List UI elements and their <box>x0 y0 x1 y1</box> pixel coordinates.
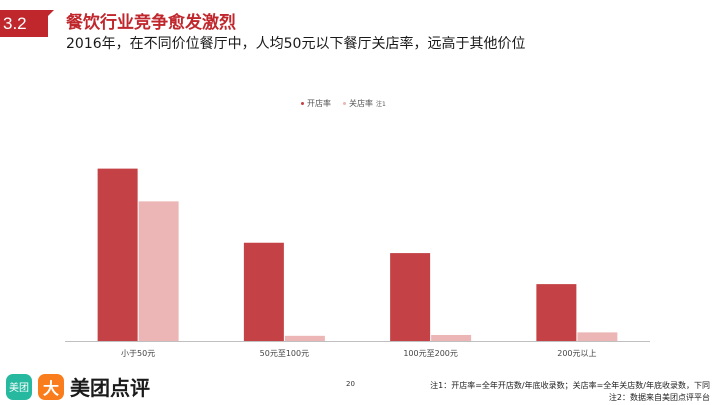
tab-notch <box>48 10 54 16</box>
bar-open-1 <box>243 242 284 341</box>
x-tick-label: 200元以上 <box>557 349 596 358</box>
chart-legend: 开店率 关店率 注1 <box>301 98 386 109</box>
legend-item-open: 开店率 <box>301 98 331 109</box>
bar-open-2 <box>390 253 431 341</box>
page-number: 20 <box>346 380 355 388</box>
dianping-app-icon: 大 <box>38 373 64 400</box>
bar-open-0 <box>97 168 138 341</box>
meituan-app-icon: 美团 <box>6 373 32 400</box>
page-title: 餐饮行业竞争愈发激烈 <box>66 13 236 33</box>
section-number-tab: 3.2 <box>0 10 54 37</box>
brand-logo: 美团 大 美团点评 <box>6 372 150 401</box>
brand-name: 美团点评 <box>70 376 150 400</box>
x-tick-label: 小于50元 <box>121 349 155 358</box>
footnote-1: 注1：开店率=全年开店数/年底收录数；关店率=全年关店数/年底收录数，下同 <box>430 381 710 390</box>
bar-close-0 <box>138 201 179 341</box>
footnotes: 注1：开店率=全年开店数/年底收录数；关店率=全年关店数/年底收录数，下同 注2… <box>430 380 710 404</box>
footnote-2: 注2：数据来自美团点评平台 <box>608 393 710 402</box>
legend-note-ref: 注1 <box>376 101 386 108</box>
x-tick-label: 100元至200元 <box>403 349 458 358</box>
legend-item-close: 关店率 注1 <box>343 98 386 109</box>
page-subtitle: 2016年，在不同价位餐厅中，人均50元以下餐厅关店率，远高于其他价位 <box>66 36 526 52</box>
legend-swatch-close <box>343 102 346 105</box>
bar-close-2 <box>431 334 472 341</box>
legend-swatch-open <box>301 102 304 105</box>
section-number: 3.2 <box>3 14 27 33</box>
bar-close-3 <box>577 332 618 341</box>
legend-label-close: 关店率 <box>349 99 373 108</box>
legend-label-open: 开店率 <box>307 99 331 108</box>
x-tick-label: 50元至100元 <box>260 349 309 358</box>
bar-close-1 <box>284 335 325 341</box>
bar-open-3 <box>536 284 577 341</box>
